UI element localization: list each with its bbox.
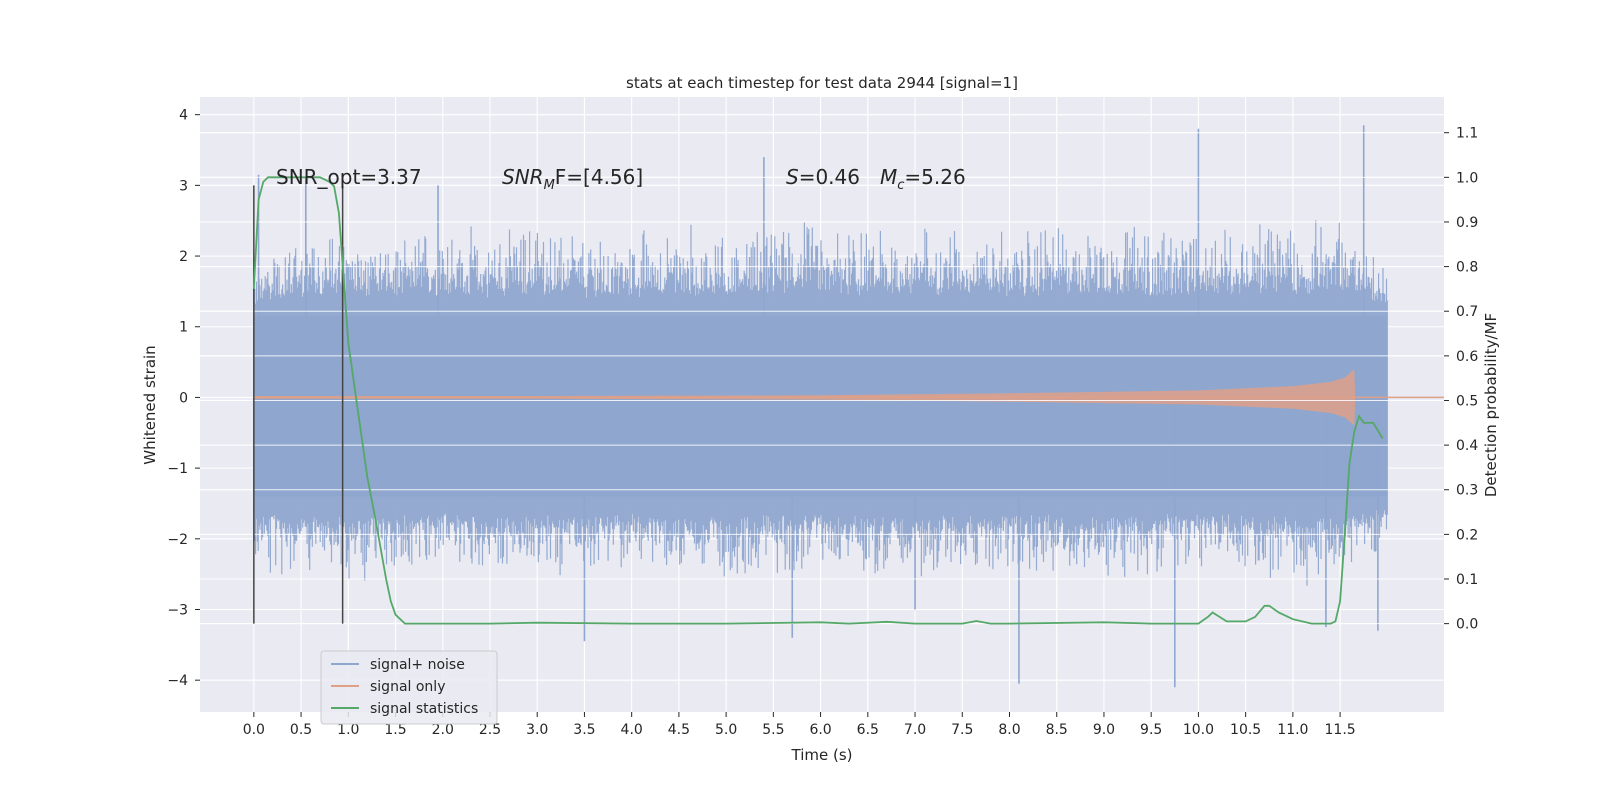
right-y-tick-label: 1.1 (1456, 126, 1478, 142)
right-y-axis-ticks: 1.1 1.0 0.9 0.8 0.7 0.6 0.5 0.4 0.3 0.2 0.1 0.0 (1444, 126, 1478, 633)
x-tick-label: 4.0 (621, 722, 643, 738)
x-tick-label: 4.5 (668, 722, 690, 738)
x-tick-label: 7.0 (904, 722, 926, 738)
right-y-tick-label: 0.5 (1456, 393, 1478, 409)
signal-statistics-line (252, 176, 1384, 625)
left-y-tick-label: −4 (167, 673, 188, 689)
x-tick-label: 11.0 (1277, 722, 1308, 738)
right-y-tick-label: 0.6 (1456, 349, 1478, 365)
left-y-axis-label: Whitened strain (141, 345, 159, 464)
legend-box (320, 650, 498, 725)
x-tick-label: 2.5 (479, 722, 501, 738)
x-tick-label: 0.0 (243, 722, 265, 738)
mc-subscript: c (897, 178, 904, 193)
x-tick-label: 5.5 (762, 722, 784, 738)
x-tick-label: 6.0 (809, 722, 831, 738)
snr-opt-annotation: SNR_opt=3.37 (276, 165, 422, 189)
x-axis-label: Time (s) (791, 746, 853, 764)
x-tick-label: 10.5 (1230, 722, 1261, 738)
mc-annotation: Mc=5.26 (880, 165, 966, 193)
left-y-tick-label: −1 (167, 461, 188, 477)
right-y-tick-label: 0.1 (1456, 572, 1478, 588)
signal-noise-core (253, 316, 1388, 497)
left-y-tick-label: −3 (167, 603, 188, 619)
x-tick-label: 0.5 (290, 722, 312, 738)
data-layer (200, 125, 1444, 688)
right-y-tick-label: 0.4 (1456, 438, 1478, 454)
x-tick-label: 8.5 (1046, 722, 1068, 738)
snr-mf-subscript: M (544, 178, 555, 193)
left-y-tick-label: 0 (179, 390, 188, 406)
left-y-tick-label: 2 (179, 249, 188, 265)
x-tick-label: 3.0 (526, 722, 548, 738)
right-y-tick-label: 0.8 (1456, 260, 1478, 276)
snr-mf-annotation: SNRMF=[4.56] (502, 165, 643, 193)
signal-statistics-layer (252, 176, 1384, 625)
x-tick-label: 9.0 (1093, 722, 1115, 738)
snr-mf-rest: F=[4.56] (555, 165, 643, 189)
left-y-tick-label: −2 (167, 532, 188, 548)
right-y-tick-label: 0.2 (1456, 527, 1478, 543)
x-tick-label: 11.5 (1325, 722, 1356, 738)
mc-value: =5.26 (904, 165, 965, 189)
s-annotation: S=0.46 (786, 165, 860, 189)
legend-label-signal-noise: signal+ noise (370, 657, 465, 673)
chart-title: stats at each timestep for test data 294… (626, 74, 1018, 92)
snr-mf-name: SNR (502, 165, 544, 189)
s-name: S (786, 165, 799, 189)
right-y-axis-label: Detection probability/MF (1482, 313, 1500, 497)
right-y-tick-label: 1.0 (1456, 170, 1478, 186)
x-axis-ticks: 0.0 0.5 1.0 1.5 2.0 2.5 3.0 3.5 4.0 4.5 5.0 5.5 6.0 6… (243, 712, 1356, 738)
s-value: =0.46 (799, 165, 860, 189)
x-tick-label: 10.0 (1183, 722, 1214, 738)
x-tick-label: 1.5 (384, 722, 406, 738)
left-y-tick-label: 4 (179, 108, 188, 124)
x-tick-label: 9.5 (1140, 722, 1162, 738)
mc-name: M (880, 165, 897, 189)
x-tick-label: 6.5 (857, 722, 879, 738)
left-y-tick-label: 3 (179, 178, 188, 194)
left-y-tick-label: 1 (179, 320, 188, 336)
x-tick-label: 7.5 (951, 722, 973, 738)
x-tick-label: 1.0 (337, 722, 359, 738)
right-y-tick-label: 0.0 (1456, 617, 1478, 633)
right-y-tick-label: 0.3 (1456, 483, 1478, 499)
right-y-tick-label: 0.7 (1456, 304, 1478, 320)
legend: signal+ noise signal only signal statist… (320, 650, 498, 725)
right-y-tick-label: 0.9 (1456, 215, 1478, 231)
x-tick-label: 3.5 (573, 722, 595, 738)
x-tick-label: 8.0 (998, 722, 1020, 738)
x-tick-label: 5.0 (715, 722, 737, 738)
left-y-axis-ticks: 4 3 2 1 0 −1 −2 −3 −4 (167, 108, 200, 689)
legend-label-signal-statistics: signal statistics (370, 701, 478, 717)
legend-label-signal-only: signal only (370, 679, 445, 695)
x-tick-label: 2.0 (432, 722, 454, 738)
